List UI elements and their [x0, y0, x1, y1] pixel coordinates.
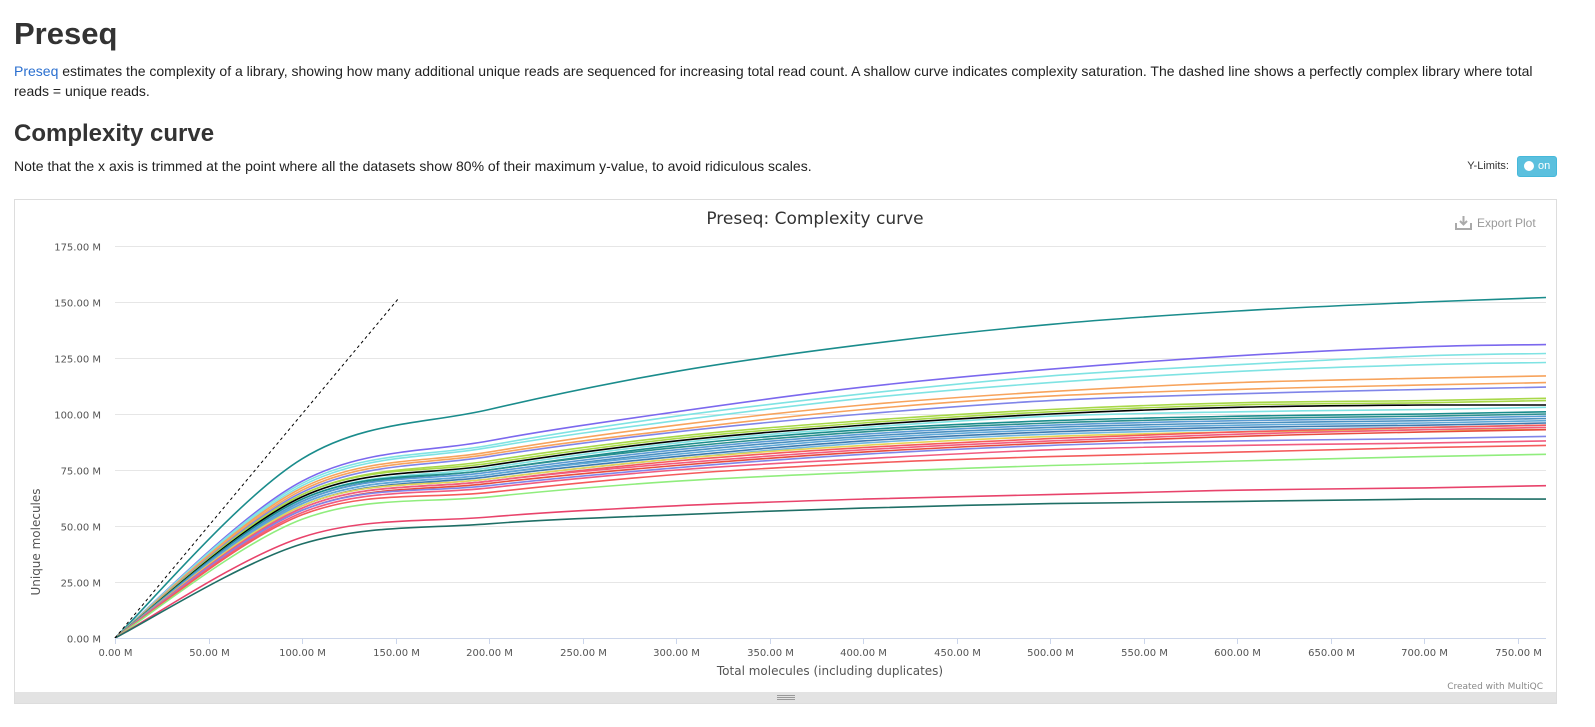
- x-tick-label: 600.00 M: [1214, 648, 1261, 659]
- intro-paragraph: Preseq estimates the complexity of a lib…: [14, 61, 1564, 101]
- x-tick-label: 650.00 M: [1308, 648, 1355, 659]
- x-tick-label: 400.00 M: [840, 648, 887, 659]
- intro-text: estimates the complexity of a library, s…: [14, 63, 1533, 99]
- y-tick-label: 50.00 M: [61, 523, 101, 534]
- page-title: Preseq: [14, 16, 118, 51]
- export-label: Export Plot: [1477, 216, 1536, 230]
- x-tick-label: 500.00 M: [1027, 648, 1074, 659]
- preseq-link[interactable]: Preseq: [14, 63, 59, 79]
- y-tick-label: 175.00 M: [54, 243, 101, 254]
- x-tick-label: 350.00 M: [747, 648, 794, 659]
- plot-resize-handle[interactable]: [15, 692, 1556, 703]
- grip-icon: [777, 695, 795, 700]
- series-line[interactable]: [114, 343, 1547, 639]
- x-tick-label: 750.00 M: [1495, 648, 1542, 659]
- download-icon: [1455, 216, 1472, 230]
- series-line[interactable]: [114, 444, 1547, 639]
- series-line[interactable]: [114, 352, 1547, 639]
- reference-line: [114, 297, 400, 639]
- toggle-label: on: [1538, 160, 1551, 172]
- x-tick-label: 0.00 M: [98, 648, 132, 659]
- plot-note: Note that the x axis is trimmed at the p…: [14, 158, 812, 174]
- x-tick-label: 300.00 M: [653, 648, 700, 659]
- grid-layer: [115, 246, 1546, 639]
- chart-title: Preseq: Complexity curve: [706, 209, 923, 229]
- toggle-knob: [1524, 161, 1534, 171]
- series-line[interactable]: [114, 419, 1547, 639]
- x-tick-label: 150.00 M: [373, 648, 420, 659]
- complexity-chart: 0.00 M 25.00 M 50.00 M 75.00 M 100.00 M 125.0…: [29, 209, 1547, 692]
- plot-container: 0.00 M 25.00 M 50.00 M 75.00 M 100.00 M 125.0…: [14, 199, 1557, 704]
- series-line[interactable]: [114, 484, 1547, 639]
- series-layer: [114, 296, 1547, 639]
- x-tick-label: 200.00 M: [466, 648, 513, 659]
- x-tick-label: 100.00 M: [279, 648, 326, 659]
- ylimits-label: Y-Limits:: [1467, 160, 1509, 172]
- series-line[interactable]: [114, 386, 1547, 639]
- x-tick-label: 700.00 M: [1401, 648, 1448, 659]
- axis-layer: 0.00 M 25.00 M 50.00 M 75.00 M 100.00 M 125.0…: [54, 243, 1546, 659]
- series-line[interactable]: [114, 435, 1547, 639]
- series-line[interactable]: [114, 498, 1547, 639]
- y-tick-label: 125.00 M: [54, 355, 101, 366]
- y-axis-title: Unique molecules: [29, 488, 43, 595]
- x-tick-label: 450.00 M: [934, 648, 981, 659]
- series-line[interactable]: [114, 428, 1547, 639]
- series-line[interactable]: [114, 411, 1547, 639]
- x-tick-label: 550.00 M: [1121, 648, 1168, 659]
- credit-text: Created with MultiQC: [1447, 682, 1543, 692]
- section-title: Complexity curve: [14, 120, 215, 147]
- y-tick-label: 25.00 M: [61, 579, 101, 590]
- series-line[interactable]: [114, 426, 1547, 639]
- series-line[interactable]: [114, 399, 1547, 639]
- series-line[interactable]: [114, 381, 1547, 639]
- series-line[interactable]: [114, 361, 1547, 639]
- export-plot-button[interactable]: Export Plot: [1455, 214, 1536, 232]
- series-line[interactable]: [114, 296, 1547, 639]
- series-line[interactable]: [114, 406, 1547, 639]
- y-tick-label: 150.00 M: [54, 299, 101, 310]
- series-line[interactable]: [114, 375, 1547, 639]
- series-line[interactable]: [114, 440, 1547, 639]
- x-axis-title: Total molecules (including duplicates): [716, 664, 943, 678]
- y-tick-label: 75.00 M: [61, 467, 101, 478]
- ylimits-toggle[interactable]: on: [1517, 156, 1557, 177]
- x-tick-label: 250.00 M: [560, 648, 607, 659]
- series-line[interactable]: [114, 404, 1547, 639]
- series-line[interactable]: [114, 453, 1547, 639]
- series-line[interactable]: [114, 415, 1547, 639]
- y-tick-label: 0.00 M: [67, 635, 101, 646]
- y-tick-label: 100.00 M: [54, 411, 101, 422]
- x-tick-label: 50.00 M: [189, 648, 229, 659]
